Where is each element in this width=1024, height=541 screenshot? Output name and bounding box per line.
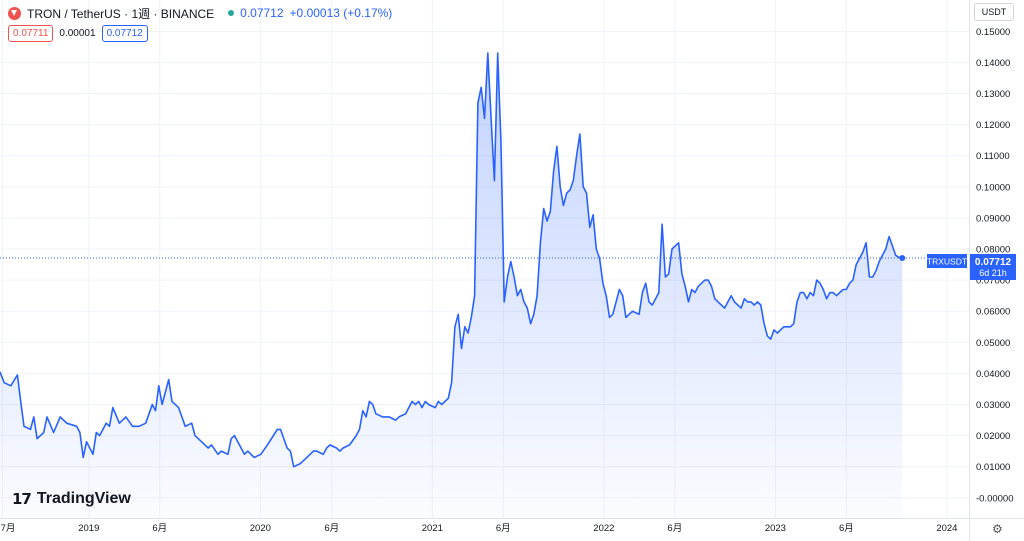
- tron-logo-icon: [8, 6, 21, 20]
- price-axis-tick-label: 0.11000: [976, 151, 1010, 162]
- tradingview-logo: 𝟭𝟳 TradingView: [12, 490, 131, 508]
- spread-value: 0.00001: [59, 28, 96, 39]
- price-axis-tick-label: 0.04000: [976, 369, 1010, 380]
- chart-header: TRON / TetherUS · 1週 · BINANCE 0.07712 +…: [8, 4, 392, 22]
- price-axis-tick-label: 0.01000: [976, 462, 1010, 473]
- time-axis-tick-label: 2019: [78, 523, 99, 534]
- time-axis-tick-label: 6月: [839, 523, 854, 534]
- price-axis-tick-label: 0.10000: [976, 182, 1010, 193]
- brand-name: TradingView: [36, 490, 131, 507]
- price-axis-tick-label: 0.05000: [976, 338, 1010, 349]
- countdown-text: 6d 21h: [979, 268, 1007, 278]
- price-axis-tick-label: 0.13000: [976, 89, 1010, 100]
- time-axis-tick-label: 2023: [765, 523, 786, 534]
- time-axis-tick-label: 6月: [152, 523, 167, 534]
- time-axis-tick-label: 6月: [667, 523, 682, 534]
- price-axis-tick-label: 0.07000: [976, 276, 1010, 287]
- time-axis-tick-label: 2024: [936, 523, 957, 534]
- last-price: 0.07712: [240, 6, 284, 20]
- price-axis-tick-label: 0.12000: [976, 120, 1010, 131]
- time-axis-tick-label: 7月: [1, 523, 16, 534]
- market-status-icon: [228, 10, 235, 16]
- price-axis-tick-label: 0.02000: [976, 431, 1010, 442]
- price-change: +0.00013 (+0.17%): [289, 6, 393, 20]
- time-axis-tick-label: 6月: [324, 523, 339, 534]
- settings-gear-icon[interactable]: ⚙: [992, 522, 1003, 536]
- symbol-title[interactable]: TRON / TetherUS · 1週 · BINANCE: [27, 6, 215, 21]
- price-axis-tick-label: 0.14000: [976, 58, 1010, 69]
- last-price-dot: [899, 255, 906, 262]
- buy-price-box[interactable]: 0.07712: [101, 25, 148, 42]
- time-axis-tick-label: 6月: [496, 523, 511, 534]
- sell-price-box[interactable]: 0.07711: [8, 25, 54, 42]
- last-price-text: 0.07712: [975, 257, 1012, 268]
- price-axis-tick-label: 0.03000: [976, 400, 1010, 411]
- currency-button[interactable]: USDT: [974, 3, 1014, 21]
- time-axis-tick-label: 2021: [422, 523, 443, 534]
- price-axis-tick-label: -0.00000: [976, 493, 1014, 504]
- price-axis-tick-label: 0.15000: [976, 27, 1010, 38]
- price-axis-tick-label: 0.09000: [976, 213, 1010, 224]
- price-axis-tick-label: 0.06000: [976, 307, 1010, 318]
- symbol-price-label: TRXUSDT 0.07712 6d 21h: [927, 254, 1016, 280]
- symbol-label-text: TRXUSDT: [927, 257, 967, 267]
- time-axis[interactable]: 7月 2019 6月 2020 6月 2021 6月 2022 6月 2023 6月 2024: [1, 523, 958, 534]
- price-area-fill: [0, 53, 903, 518]
- price-line: [0, 52, 903, 468]
- tradingview-mark-icon: 𝟭𝟳: [12, 491, 32, 508]
- time-axis-tick-label: 2022: [593, 523, 614, 534]
- price-axis[interactable]: 0.15000 0.14000 0.13000 0.12000 0.11000 0.100…: [976, 27, 1014, 504]
- price-axis-tick-label: 0.08000: [976, 245, 1010, 256]
- time-axis-tick-label: 2020: [250, 523, 271, 534]
- price-boxes: 0.07711 0.00001 0.07712: [8, 25, 148, 42]
